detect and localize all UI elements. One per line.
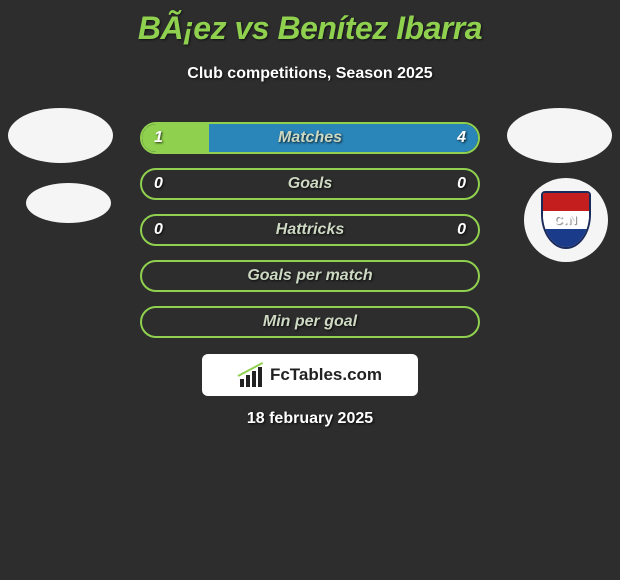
avatar-ellipse-small [26,183,111,223]
logo-text: FcTables.com [270,365,382,385]
stat-value-left: 0 [154,221,163,239]
shield-stripe-1 [543,193,589,211]
stat-value-left: 0 [154,175,163,193]
shield-stripe-3 [543,229,589,247]
stat-label: Hattricks [276,221,344,239]
page-subtitle: Club competitions, Season 2025 [0,65,620,83]
stat-row: 1 4 Matches [140,122,480,154]
stat-label: Goals [288,175,332,193]
avatar-ellipse [507,108,612,163]
stat-row: 0 0 Goals [140,168,480,200]
stat-row: Min per goal [140,306,480,338]
stat-label: Min per goal [263,313,357,331]
stat-rows-container: 1 4 Matches 0 0 Goals 0 0 Hattricks Goals per mat… [140,122,480,352]
page-title: BÃ¡ez vs Benítez Ibarra [0,0,620,47]
stat-value-right: 0 [457,175,466,193]
shield-label: C.N [554,213,578,227]
stat-value-right: 4 [457,129,466,147]
avatar-ellipse [8,108,113,163]
stat-fill-left [142,124,209,152]
comparison-card: BÃ¡ez vs Benítez Ibarra Club competition… [0,0,620,580]
site-logo[interactable]: FcTables.com [202,354,418,396]
date-label: 18 february 2025 [247,410,373,428]
player-left-avatar [8,108,113,223]
player-right-avatar [507,108,612,163]
chart-icon [238,363,266,387]
stat-row: Goals per match [140,260,480,292]
club-badge: C.N [524,178,608,262]
stat-row: 0 0 Hattricks [140,214,480,246]
stat-fill-right [209,124,478,152]
stat-value-right: 0 [457,221,466,239]
stat-label: Matches [278,129,342,147]
stat-value-left: 1 [154,129,163,147]
stat-label: Goals per match [247,267,372,285]
shield-icon: C.N [541,191,591,249]
